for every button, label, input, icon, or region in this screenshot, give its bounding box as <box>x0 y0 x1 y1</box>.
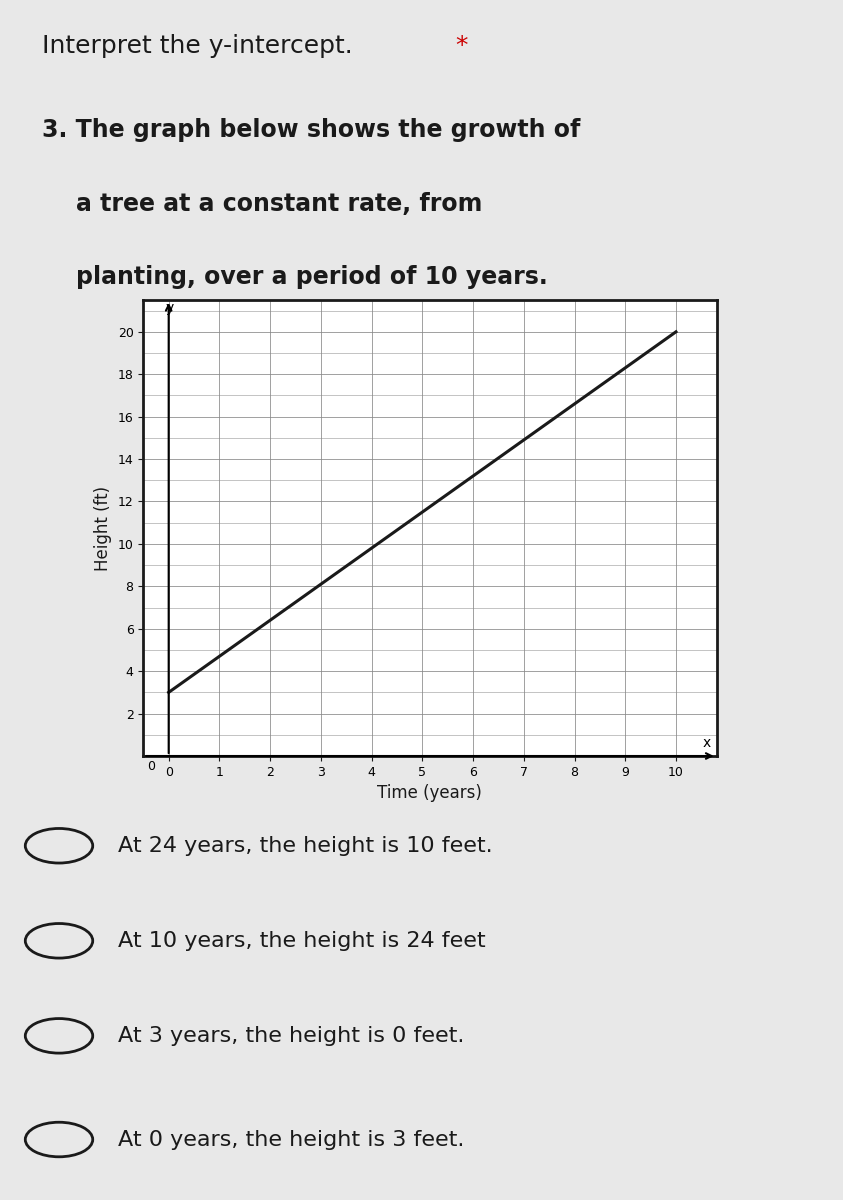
Text: At 3 years, the height is 0 feet.: At 3 years, the height is 0 feet. <box>118 1026 464 1046</box>
Text: At 0 years, the height is 3 feet.: At 0 years, the height is 3 feet. <box>118 1129 464 1150</box>
Text: 0: 0 <box>147 760 155 773</box>
X-axis label: Time (years): Time (years) <box>378 785 482 803</box>
Text: *: * <box>455 34 468 58</box>
Y-axis label: Height (ft): Height (ft) <box>94 486 112 570</box>
Text: y: y <box>165 301 174 314</box>
Text: At 10 years, the height is 24 feet: At 10 years, the height is 24 feet <box>118 931 486 950</box>
Text: a tree at a constant rate, from: a tree at a constant rate, from <box>76 192 482 216</box>
Text: At 24 years, the height is 10 feet.: At 24 years, the height is 10 feet. <box>118 835 492 856</box>
Text: planting, over a period of 10 years.: planting, over a period of 10 years. <box>76 265 548 289</box>
Text: x: x <box>702 736 711 750</box>
Text: Interpret the y-intercept.: Interpret the y-intercept. <box>42 34 361 58</box>
Text: 3. The graph below shows the growth of: 3. The graph below shows the growth of <box>42 118 581 142</box>
